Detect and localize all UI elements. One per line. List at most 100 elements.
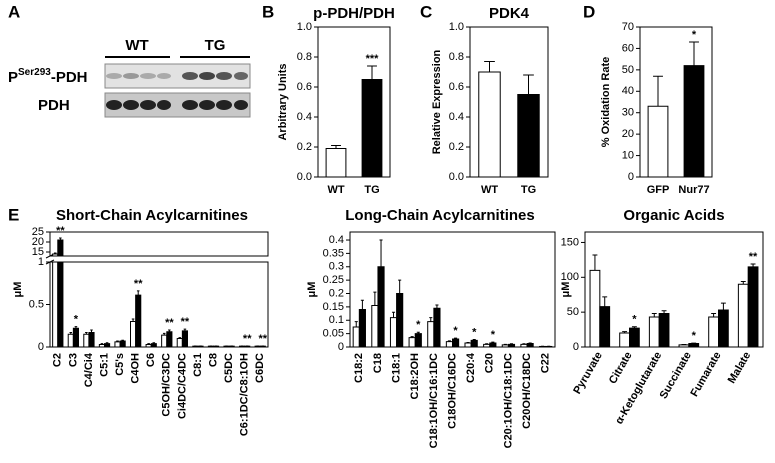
bar (747, 266, 759, 348)
error-bar (178, 337, 182, 339)
bar (708, 316, 719, 348)
plot-frame-upper (49, 231, 269, 257)
chart-panel: C PDK4 Relative Expression 0.0 0.2 0.4 0.6 0.8 1… (420, 2, 549, 196)
y-tick-label: 150 (561, 236, 579, 248)
bar (150, 343, 157, 348)
error-bar (454, 337, 458, 339)
error-bar (631, 326, 637, 329)
error-bar (152, 342, 156, 344)
y-tick-label: 40 (622, 85, 634, 97)
x-tick-label: C22 (540, 353, 552, 373)
error-bar (74, 326, 78, 329)
y-tick-label: 0.05 (323, 328, 344, 340)
significance: ** (165, 317, 174, 329)
y-tick-label: 0.0 (297, 171, 312, 183)
error-bar (162, 332, 166, 336)
bar (352, 326, 360, 348)
row-label-base: P (8, 69, 18, 86)
significance: * (491, 329, 496, 341)
significance: * (416, 319, 421, 331)
x-tick-label: Citrate (607, 350, 635, 386)
error-bar (410, 336, 414, 338)
error-bar (147, 343, 150, 345)
error-bar (689, 41, 699, 66)
x-tick-label: Pyruvate (571, 350, 605, 396)
bar (114, 341, 121, 348)
row-label-sup: Ser293 (18, 67, 51, 78)
y-tick-label: 0.4 (329, 234, 344, 246)
panel-label: D (583, 2, 595, 21)
y-tick-label: 0.0 (449, 171, 464, 183)
y-tick-label: 0 (38, 341, 44, 353)
plot-frame (49, 261, 269, 348)
bar (647, 105, 669, 178)
error-bar (116, 340, 119, 342)
chart-panel: Long-Chain Acylcarnitines μM 00.05 0.10.15 0… (306, 207, 556, 448)
error-bar (354, 321, 358, 327)
bar (52, 253, 59, 348)
bar (358, 309, 366, 348)
y-tick-label: 20 (622, 128, 634, 140)
y-axis-label: μM (560, 282, 572, 298)
bar (688, 343, 700, 348)
bar (325, 148, 347, 178)
error-bar (528, 342, 532, 344)
significance: * (74, 314, 79, 326)
panel-label: B (262, 2, 274, 21)
bar (166, 331, 173, 348)
y-tick-label: 0.2 (329, 287, 344, 299)
group-label: TG (205, 37, 226, 54)
error-bar (105, 342, 109, 344)
row-label: PSer293-PDH (8, 67, 88, 86)
plot-frame (317, 26, 391, 178)
chart-panel: D % Oxidation Rate 0 10 20 30 40 50 60 70 GFP Nur77… (583, 2, 713, 196)
y-axis-label: Arbitrary Units (277, 63, 289, 140)
x-tick-label: C6DC (254, 353, 266, 383)
x-tick-label: C2 (52, 353, 64, 367)
error-bar (720, 302, 726, 311)
y-tick-label: 0 (573, 341, 579, 353)
error-bar (435, 304, 439, 309)
error-bar (391, 311, 396, 318)
x-tick-label: C4OH (130, 353, 142, 384)
significance: ** (134, 278, 143, 290)
error-bar (602, 296, 608, 307)
x-tick-label: Ci4DC/C4DC (176, 353, 188, 419)
x-tick-label: TG (364, 184, 379, 196)
y-tick-label: 0 (338, 341, 344, 353)
panel-label: A (8, 2, 20, 21)
bar (683, 65, 705, 178)
bar (629, 327, 640, 348)
significance: * (692, 330, 697, 342)
x-tick-label: WT (481, 184, 498, 196)
row-label: PDH (38, 97, 70, 114)
y-tick-label: 20 (32, 236, 44, 248)
error-bar (429, 317, 433, 322)
x-tick-label: C20:4 (465, 352, 477, 383)
bar (83, 333, 90, 348)
chart-panel: E Short-Chain Acylcarnitines μM 0 0.5 1152025… (8, 205, 269, 436)
error-bar (622, 331, 628, 334)
x-tick-label: C20 (484, 353, 496, 373)
bar (520, 343, 528, 348)
error-bar (90, 329, 93, 333)
x-tick-label: C5DC (223, 353, 235, 383)
bar (445, 341, 453, 348)
x-tick-label: C18:2OH (409, 353, 421, 400)
y-tick-label: 25 (32, 226, 44, 238)
x-tick-label: WT (327, 184, 344, 196)
bar (259, 345, 266, 348)
bar (408, 337, 416, 348)
bar (517, 94, 540, 178)
y-tick-label: 0.15 (323, 301, 344, 313)
y-tick-label: 50 (622, 64, 634, 76)
error-bar (740, 280, 746, 285)
error-bar (653, 75, 663, 107)
x-tick-label: C6:1DC/C8:1OH (239, 353, 251, 436)
plot-frame (469, 26, 549, 178)
error-bar (523, 74, 534, 95)
chart-title: Short-Chain Acylcarnitines (56, 207, 248, 224)
y-tick-label: 0.8 (297, 51, 312, 63)
x-tick-label: TG (521, 184, 536, 196)
error-bar (331, 145, 341, 149)
